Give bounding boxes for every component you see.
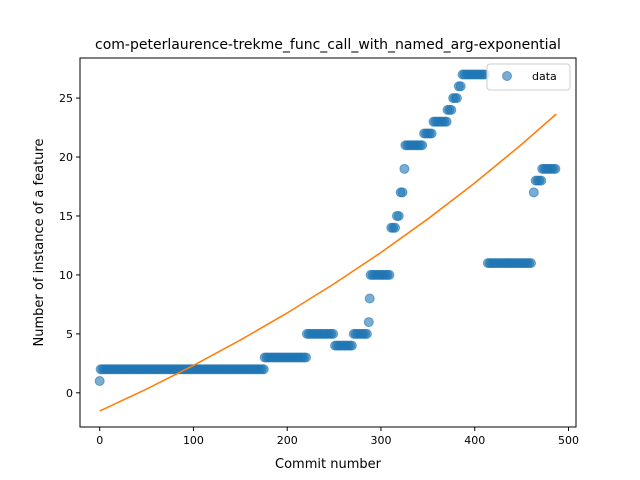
data-point	[441, 116, 452, 127]
y-tick-label: 15	[59, 210, 73, 223]
data-point	[364, 293, 375, 304]
plot-frame	[79, 57, 577, 428]
data-point	[328, 328, 339, 339]
fit-layer	[99, 113, 557, 412]
data-point	[258, 364, 269, 375]
y-tick-label: 25	[59, 92, 73, 105]
y-axis-ticks: 0 5 10 15 20 25	[59, 92, 80, 400]
data-point	[363, 317, 374, 328]
data-point	[525, 258, 536, 269]
legend-marker	[502, 71, 512, 81]
data-point	[536, 175, 547, 186]
data-point	[446, 104, 457, 115]
x-tick-label: 100	[183, 434, 204, 447]
y-axis-label: Number of instance of a feature	[32, 139, 47, 347]
data-point	[390, 222, 401, 233]
fit-line	[99, 113, 557, 412]
legend-label-data: data	[532, 70, 557, 83]
x-axis-ticks: 0 100 200 300 400 500	[96, 427, 579, 447]
y-tick-label: 5	[66, 328, 73, 341]
legend: data	[486, 63, 571, 91]
x-tick-label: 0	[96, 434, 103, 447]
x-tick-label: 200	[277, 434, 298, 447]
data-point	[455, 81, 466, 92]
legend-box	[486, 63, 571, 91]
data-point	[399, 163, 410, 174]
data-point	[528, 187, 539, 198]
data-point	[346, 340, 357, 351]
x-axis-label: Commit number	[275, 457, 382, 472]
data-point	[94, 376, 105, 387]
data-point	[393, 210, 404, 221]
x-tick-label: 400	[464, 434, 485, 447]
x-tick-label: 300	[370, 434, 391, 447]
x-tick-label: 500	[558, 434, 579, 447]
chart-title: com-peterlaurence-trekme_func_call_with_…	[95, 37, 561, 53]
data-point	[300, 352, 311, 363]
y-tick-label: 20	[59, 151, 73, 164]
data-point	[451, 93, 462, 104]
data-layer	[94, 69, 561, 387]
data-point	[426, 128, 437, 139]
y-tick-label: 0	[66, 387, 73, 400]
y-tick-label: 10	[59, 269, 73, 282]
data-point	[550, 163, 561, 174]
data-point	[384, 269, 395, 280]
data-point	[361, 328, 372, 339]
data-point	[417, 140, 428, 151]
data-point	[397, 187, 408, 198]
